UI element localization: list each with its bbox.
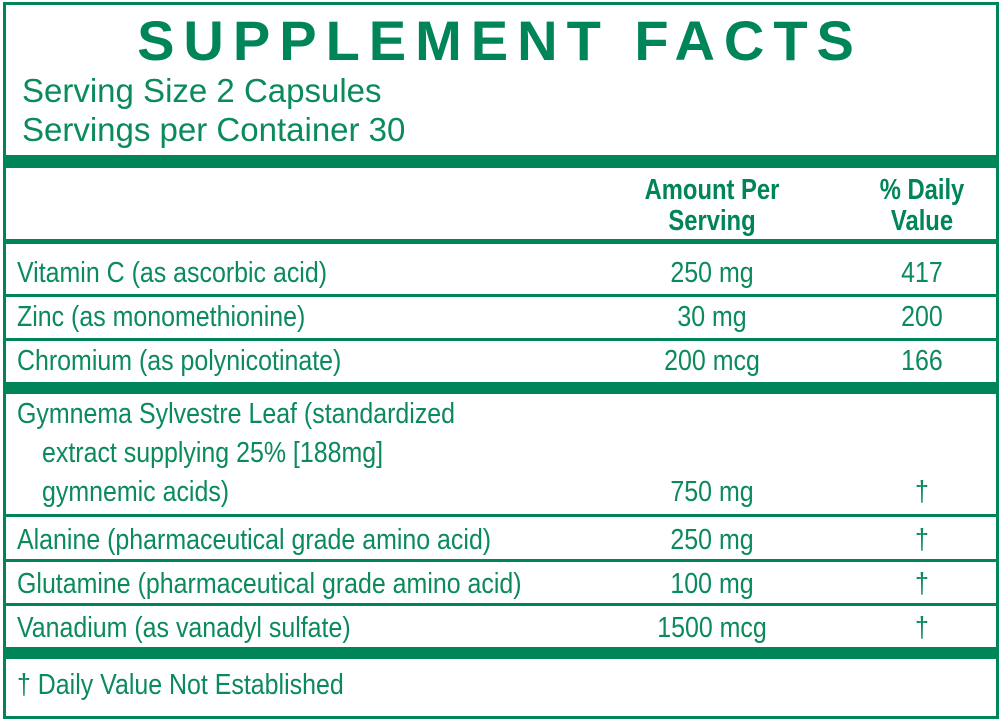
row-name-line: gymnemic acids) <box>42 476 230 508</box>
label-title: SUPPLEMENT FACTS <box>137 9 863 72</box>
row-amount: 250 mg <box>670 257 754 289</box>
row-dv: † <box>915 476 929 508</box>
servings-per-container: Servings per Container 30 <box>22 111 406 148</box>
row-divider <box>3 294 999 297</box>
row-name: Zinc (as monomethionine) <box>17 301 306 333</box>
daily-value-header: % Daily Value <box>879 174 965 237</box>
divider <box>3 239 999 244</box>
thick-divider <box>3 382 999 394</box>
row-name-line: extract supplying 25% [188mg] <box>42 437 384 469</box>
serving-size: Serving Size 2 Capsules <box>22 72 382 109</box>
row-name: Chromium (as polynicotinate) <box>17 345 342 377</box>
row-dv: 417 <box>901 257 943 289</box>
row-name: Vitamin C (as ascorbic acid) <box>17 257 328 289</box>
row-amount: 1500 mcg <box>657 612 767 644</box>
footnote: † Daily Value Not Established <box>17 669 344 701</box>
row-name: Glutamine (pharmaceutical grade amino ac… <box>17 568 522 600</box>
thick-divider <box>3 155 999 168</box>
row-divider <box>3 514 999 517</box>
row-amount: 200 mcg <box>664 345 760 377</box>
row-name: Vanadium (as vanadyl sulfate) <box>17 612 351 644</box>
label-frame <box>3 2 999 719</box>
row-divider <box>3 338 999 341</box>
row-divider <box>3 603 999 606</box>
row-amount: 750 mg <box>670 476 754 508</box>
row-name-line: Gymnema Sylvestre Leaf (standardized <box>17 398 456 430</box>
thick-divider <box>3 647 999 659</box>
row-dv: † <box>915 524 929 556</box>
row-amount: 250 mg <box>670 524 754 556</box>
row-dv: † <box>915 568 929 600</box>
row-dv: † <box>915 612 929 644</box>
row-divider <box>3 559 999 562</box>
amount-header: Amount Per Serving <box>644 174 780 237</box>
row-dv: 200 <box>901 301 943 333</box>
row-amount: 30 mg <box>677 301 747 333</box>
row-name: Alanine (pharmaceutical grade amino acid… <box>17 524 492 556</box>
row-dv: 166 <box>901 345 943 377</box>
row-amount: 100 mg <box>670 568 754 600</box>
